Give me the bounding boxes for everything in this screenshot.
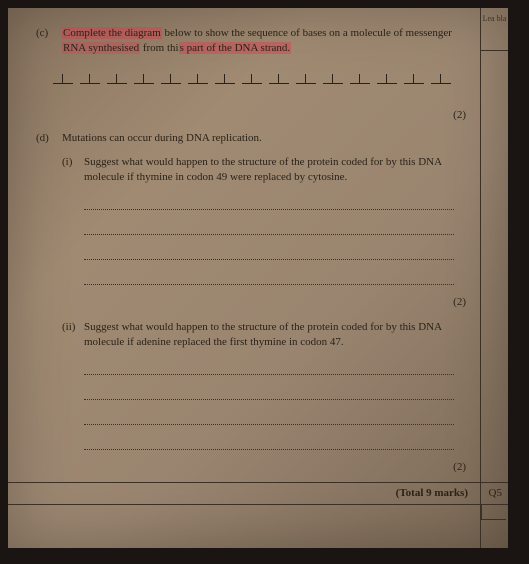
part-d-label: (d) — [36, 131, 49, 146]
tick — [359, 74, 361, 84]
tick — [197, 74, 199, 84]
sub-i-marks: (2) — [84, 295, 468, 310]
tick — [413, 74, 415, 84]
part-c-marks: (2) — [62, 108, 468, 123]
sub-i-text: Suggest what would happen to the structu… — [84, 156, 441, 183]
highlight-1: Complete the diagram — [62, 27, 162, 39]
part-d-intro: Mutations can occur during DNA replicati… — [62, 132, 262, 144]
margin-label: Lea bla — [481, 8, 508, 51]
part-c: (c) Complete the diagram below to show t… — [62, 26, 468, 123]
highlight-3: s part of the DNA strand. — [179, 42, 292, 54]
mark-box — [481, 504, 506, 520]
text-seg-1: below to show the sequence of bases on a… — [162, 27, 452, 39]
tick — [89, 74, 91, 84]
answer-line — [84, 199, 454, 210]
text-seg-2: from thi — [140, 42, 179, 54]
answer-line — [84, 414, 454, 425]
sub-ii-text: Suggest what would happen to the structu… — [84, 321, 441, 348]
part-d: (d) Mutations can occur during DNA repli… — [62, 131, 468, 475]
tick — [251, 74, 253, 84]
tick — [332, 74, 334, 84]
total-marks: (Total 9 marks) — [8, 482, 508, 505]
answer-line — [84, 389, 454, 400]
part-d-i: (i) Suggest what would happen to the str… — [84, 155, 468, 310]
tick — [143, 74, 145, 84]
page-content: (c) Complete the diagram below to show t… — [8, 8, 508, 505]
part-c-text: Complete the diagram below to show the s… — [62, 27, 452, 54]
sub-i-label: (i) — [62, 155, 72, 170]
right-margin: Lea bla Q5 — [480, 8, 508, 548]
answer-line — [84, 439, 454, 450]
answer-line — [84, 364, 454, 375]
tick — [305, 74, 307, 84]
answer-line — [84, 224, 454, 235]
tick — [386, 74, 388, 84]
question-ref: Q5 — [489, 486, 502, 501]
highlight-2: RNA synthesised — [62, 42, 140, 54]
tick — [440, 74, 442, 84]
tick — [278, 74, 280, 84]
part-c-label: (c) — [36, 26, 48, 41]
answer-line — [84, 249, 454, 260]
part-d-ii: (ii) Suggest what would happen to the st… — [84, 320, 468, 475]
tick — [116, 74, 118, 84]
tick — [224, 74, 226, 84]
tick — [62, 74, 64, 84]
answer-line — [84, 274, 454, 285]
exam-page: Lea bla Q5 (c) Complete the diagram belo… — [8, 8, 508, 548]
sub-ii-label: (ii) — [62, 320, 75, 335]
base-sequence-diagram — [62, 74, 442, 84]
tick — [170, 74, 172, 84]
sub-ii-marks: (2) — [84, 460, 468, 475]
